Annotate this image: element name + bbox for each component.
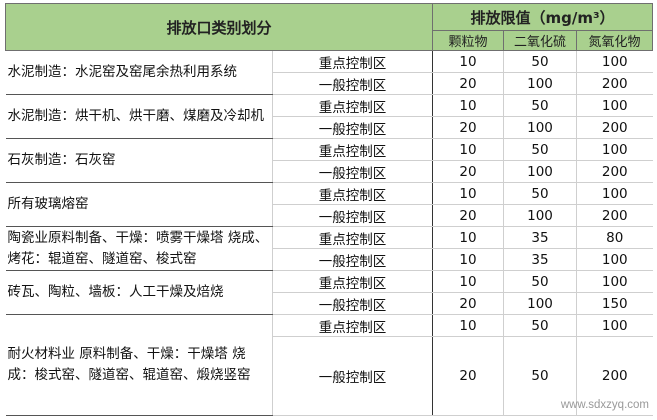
watermark: www.sdxzyq.com <box>560 399 649 411</box>
category-cell: 石灰制造：石灰窑 <box>5 138 273 183</box>
table-row: 水泥制造：烘干机、烘干磨、煤磨及冷却机 重点控制区 10 50 100 <box>5 94 653 139</box>
nox-value: 200 <box>576 336 653 416</box>
pollutant-header: 颗粒物 <box>432 30 505 51</box>
zone-cell: 一般控制区 <box>271 160 434 183</box>
nox-value: 200 <box>576 160 653 183</box>
zone-cell: 一般控制区 <box>271 204 434 227</box>
table-row: 石灰制造：石灰窑 重点控制区 10 50 100 <box>5 138 653 183</box>
particulate-value: 10 <box>432 248 505 271</box>
zone-cell: 重点控制区 <box>271 182 434 205</box>
so2-value: 50 <box>503 50 578 73</box>
zone-cell: 一般控制区 <box>271 72 434 95</box>
particulate-value: 20 <box>432 116 505 139</box>
table-row: 一般控制区 20 100 200 <box>6 116 653 139</box>
particulate-value: 10 <box>432 226 505 249</box>
so2-value: 35 <box>503 248 578 271</box>
emission-limits-table: 排放口类别划分 排放限值（mg/m³） 颗粒物 二氧化硫 氮氧化物 水泥制造：水… <box>4 3 654 416</box>
nox-value: 100 <box>576 314 653 337</box>
table-row: 耐火材料业 原料制备、干燥：干燥塔 烧成：梭式窑、隧道窑、辊道窑、煅烧竖窑 重点控… <box>5 314 653 416</box>
so2-value: 50 <box>503 138 578 161</box>
table-row: 所有玻璃熔窑 重点控制区 10 50 100 <box>5 182 653 227</box>
nox-value: 200 <box>576 72 653 95</box>
particulate-value: 10 <box>432 270 505 293</box>
nox-value: 100 <box>576 94 653 117</box>
particulate-value: 20 <box>432 72 505 95</box>
so2-value: 50 <box>503 270 578 293</box>
table-row: 砖瓦、陶粒、墙板：人工干燥及焙烧 重点控制区 10 50 100 <box>5 270 653 315</box>
zone-cell: 一般控制区 <box>271 292 434 315</box>
nox-value: 100 <box>576 138 653 161</box>
so2-value: 100 <box>503 116 578 139</box>
particulate-value: 20 <box>432 292 505 315</box>
pollutant-header: 二氧化硫 <box>503 30 578 51</box>
table-row: 一般控制区 20 100 200 <box>6 72 653 95</box>
zone-cell: 重点控制区 <box>271 138 434 161</box>
category-cell: 所有玻璃熔窑 <box>5 182 273 227</box>
table-row: 一般控制区 20 100 200 <box>6 204 653 227</box>
zone-cell: 一般控制区 <box>271 248 434 271</box>
particulate-value: 10 <box>432 94 505 117</box>
zone-cell: 重点控制区 <box>271 270 434 293</box>
category-cell: 陶瓷业原料制备、干燥：喷雾干燥塔 烧成、烤花：辊道窑、隧道窑、梭式窑 <box>5 226 273 271</box>
particulate-value: 10 <box>432 138 505 161</box>
nox-value: 200 <box>576 116 653 139</box>
zone-cell: 重点控制区 <box>271 50 434 73</box>
particulate-value: 20 <box>432 336 505 416</box>
category-cell: 砖瓦、陶粒、墙板：人工干燥及焙烧 <box>5 270 273 315</box>
particulate-value: 10 <box>432 182 505 205</box>
particulate-value: 10 <box>432 314 505 337</box>
so2-value: 100 <box>503 204 578 227</box>
particulate-value: 10 <box>432 50 505 73</box>
so2-value: 100 <box>503 160 578 183</box>
zone-cell: 一般控制区 <box>271 336 434 416</box>
category-cell: 水泥制造：水泥窑及窑尾余热利用系统 <box>5 50 273 95</box>
category-cell: 耐火材料业 原料制备、干燥：干燥塔 烧成：梭式窑、隧道窑、辊道窑、煅烧竖窑 <box>5 314 273 416</box>
so2-value: 35 <box>503 226 578 249</box>
limit-header: 排放限值（mg/m³） <box>432 3 654 31</box>
zone-cell: 重点控制区 <box>271 94 434 117</box>
so2-value: 50 <box>503 94 578 117</box>
nox-value: 100 <box>576 50 653 73</box>
nox-value: 100 <box>576 270 653 293</box>
zone-cell: 一般控制区 <box>271 116 434 139</box>
so2-value: 50 <box>503 314 578 337</box>
nox-value: 80 <box>576 226 653 249</box>
zone-cell: 重点控制区 <box>271 226 434 249</box>
so2-value: 100 <box>503 292 578 315</box>
so2-value: 50 <box>503 182 578 205</box>
table-row: 一般控制区 20 100 150 <box>6 292 653 315</box>
category-header: 排放口类别划分 <box>4 3 434 51</box>
nox-value: 200 <box>576 204 653 227</box>
nox-value: 100 <box>576 182 653 205</box>
nox-value: 100 <box>576 248 653 271</box>
table-row: 陶瓷业原料制备、干燥：喷雾干燥塔 烧成、烤花：辊道窑、隧道窑、梭式窑 重点控制区 1… <box>5 226 653 271</box>
nox-value: 150 <box>576 292 653 315</box>
table-row: 一般控制区 20 50 200 <box>6 336 653 416</box>
zone-cell: 重点控制区 <box>271 314 434 337</box>
table-row: 水泥制造：水泥窑及窑尾余热利用系统 重点控制区 10 50 100 <box>5 50 653 95</box>
category-cell: 水泥制造：烘干机、烘干磨、煤磨及冷却机 <box>5 94 273 139</box>
particulate-value: 20 <box>432 204 505 227</box>
pollutant-header: 氮氧化物 <box>576 30 654 51</box>
particulate-value: 20 <box>432 160 505 183</box>
so2-value: 100 <box>503 72 578 95</box>
